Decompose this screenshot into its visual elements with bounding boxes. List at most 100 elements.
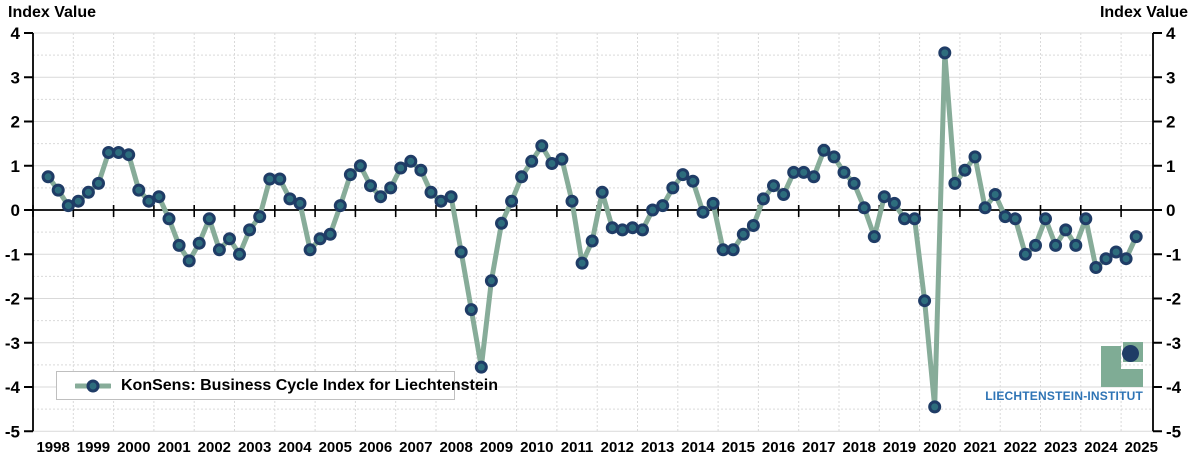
data-point-marker — [948, 176, 962, 190]
data-point-marker — [746, 219, 760, 232]
data-point-marker — [847, 176, 861, 190]
y-tick-label-right: 4 — [1166, 24, 1176, 43]
data-point-marker — [1119, 252, 1133, 266]
y-tick-label-right: -4 — [1166, 378, 1182, 397]
data-point-marker — [112, 146, 126, 159]
data-point-marker — [374, 190, 388, 204]
data-point-marker — [333, 199, 347, 213]
x-tick-label: 2021 — [963, 439, 996, 456]
y-tick-label-left: 2 — [11, 113, 20, 132]
data-point-marker — [202, 212, 216, 226]
data-point-marker — [626, 221, 639, 235]
data-point-marker — [293, 196, 307, 210]
data-point-marker — [605, 221, 619, 235]
data-point-marker — [71, 194, 85, 208]
data-point-marker — [1089, 261, 1103, 274]
data-point-marker — [857, 201, 871, 215]
x-tick-label: 2025 — [1125, 439, 1158, 456]
data-point-marker — [273, 172, 287, 186]
x-tick-label: 1999 — [77, 439, 110, 456]
x-tick-label: 2024 — [1084, 439, 1118, 456]
y-axis-title-left: Index Value — [8, 4, 97, 21]
data-point-marker — [918, 294, 932, 308]
data-point-marker — [243, 223, 257, 237]
data-point-marker — [484, 274, 498, 288]
data-point-marker — [404, 154, 418, 168]
data-point-marker — [877, 190, 891, 204]
data-point-marker — [656, 199, 670, 213]
data-point-marker — [182, 254, 196, 268]
y-tick-label-left: -2 — [5, 290, 20, 309]
logo-text: LIECHTENSTEIN-INSTITUT — [985, 389, 1143, 403]
y-tick-label-left: -3 — [5, 334, 20, 353]
data-point-marker — [364, 179, 377, 193]
x-tick-label: 2017 — [802, 439, 835, 456]
data-point-marker — [615, 223, 629, 237]
data-point-marker — [1079, 212, 1093, 226]
data-point-marker — [51, 183, 65, 197]
logo-shape-base — [1101, 369, 1143, 387]
data-point-marker — [575, 256, 589, 270]
data-point-marker — [313, 232, 327, 246]
data-point-marker — [132, 183, 146, 197]
legend: KonSens: Business Cycle Index for Liecht… — [56, 371, 498, 400]
data-point-marker — [394, 161, 408, 175]
data-point-marker — [988, 188, 1002, 201]
data-point-marker — [152, 190, 166, 204]
x-tick-label: 2014 — [681, 439, 715, 456]
data-point-marker — [283, 192, 297, 206]
data-point-marker — [968, 150, 982, 164]
y-tick-label-right: 1 — [1166, 157, 1175, 176]
data-point-marker — [646, 203, 660, 217]
y-tick-label-right: -1 — [1166, 245, 1181, 264]
data-point-marker — [172, 238, 186, 252]
data-point-marker — [696, 205, 710, 219]
liechtenstein-institut-logo-icon — [1100, 342, 1144, 388]
legend-line-marker-icon — [75, 379, 111, 392]
data-point-marker — [595, 185, 609, 199]
data-point-marker — [495, 216, 508, 230]
data-point-marker — [756, 192, 770, 206]
data-point-marker — [867, 230, 881, 244]
data-point-marker — [928, 400, 942, 414]
y-tick-label-right: 2 — [1166, 113, 1175, 132]
data-point-marker — [565, 194, 579, 208]
data-point-marker — [706, 196, 720, 210]
data-point-marker — [192, 236, 206, 250]
x-tick-label: 2003 — [238, 439, 271, 456]
x-tick-label: 2013 — [641, 439, 674, 456]
data-point-marker — [1059, 223, 1073, 237]
y-tick-label-right: -5 — [1166, 422, 1181, 441]
data-point-marker — [938, 46, 952, 60]
data-point-marker — [535, 139, 549, 153]
x-tick-label: 2015 — [722, 439, 755, 456]
data-point-marker — [585, 234, 599, 248]
y-tick-label-left: 3 — [11, 68, 20, 87]
data-point-marker — [525, 154, 539, 168]
data-point-marker — [253, 210, 267, 224]
data-point-marker — [1129, 230, 1143, 244]
data-point-marker — [555, 152, 569, 166]
data-point-marker — [424, 185, 438, 199]
data-point-marker — [1029, 238, 1042, 252]
data-point-marker — [686, 174, 700, 188]
data-point-marker — [384, 181, 398, 195]
series-line — [45, 50, 1139, 410]
y-tick-label-left: -5 — [5, 422, 20, 441]
legend-label: KonSens: Business Cycle Index for Liecht… — [121, 376, 498, 394]
data-point-marker — [142, 194, 156, 208]
data-point-marker — [736, 227, 750, 241]
data-point-marker — [716, 243, 730, 257]
data-point-marker — [303, 243, 317, 257]
data-point-marker — [414, 163, 428, 177]
y-tick-label-right: -2 — [1166, 290, 1181, 309]
data-point-marker — [444, 190, 458, 204]
data-point-marker — [837, 165, 851, 179]
x-tick-label: 1998 — [36, 439, 69, 456]
x-tick-label: 2011 — [561, 439, 594, 456]
x-tick-label: 2001 — [157, 439, 190, 456]
y-tick-label-right: 3 — [1166, 68, 1175, 87]
x-tick-label: 2008 — [439, 439, 472, 456]
data-point-marker — [1069, 238, 1083, 252]
y-axis-title-right: Index Value — [1099, 4, 1188, 21]
